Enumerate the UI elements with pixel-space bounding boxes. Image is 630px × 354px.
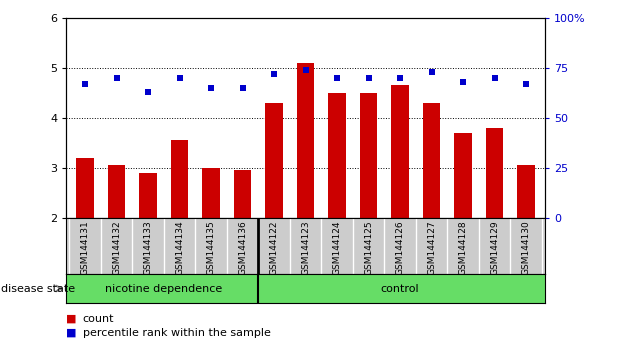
- Text: GSM144123: GSM144123: [301, 221, 310, 275]
- Bar: [486, 128, 503, 218]
- Text: GSM144131: GSM144131: [81, 221, 89, 275]
- Bar: [454, 133, 472, 218]
- Text: GSM144124: GSM144124: [333, 221, 341, 275]
- Text: disease state: disease state: [1, 284, 75, 293]
- Text: GSM144129: GSM144129: [490, 221, 499, 275]
- Bar: [171, 140, 188, 218]
- Text: GSM144130: GSM144130: [522, 221, 530, 275]
- Bar: [328, 93, 346, 218]
- Text: GSM144126: GSM144126: [396, 221, 404, 275]
- Bar: [76, 158, 94, 218]
- Bar: [234, 170, 251, 218]
- Text: GSM144136: GSM144136: [238, 221, 247, 275]
- Text: GSM144125: GSM144125: [364, 221, 373, 275]
- Bar: [517, 165, 535, 218]
- Bar: [391, 85, 409, 218]
- Text: GSM144122: GSM144122: [270, 221, 278, 275]
- Bar: [360, 93, 377, 218]
- Text: GSM144133: GSM144133: [144, 221, 152, 275]
- Bar: [265, 103, 283, 218]
- Text: nicotine dependence: nicotine dependence: [105, 284, 222, 293]
- Text: control: control: [381, 284, 420, 293]
- Bar: [139, 173, 157, 218]
- Text: GSM144134: GSM144134: [175, 221, 184, 275]
- Text: ■: ■: [66, 328, 77, 338]
- Bar: [108, 165, 125, 218]
- Bar: [423, 103, 440, 218]
- Bar: [297, 63, 314, 218]
- Text: ■: ■: [66, 314, 77, 324]
- Text: percentile rank within the sample: percentile rank within the sample: [83, 328, 270, 338]
- Bar: [202, 168, 220, 218]
- Text: count: count: [83, 314, 114, 324]
- Text: GSM144128: GSM144128: [459, 221, 467, 275]
- Text: GSM144135: GSM144135: [207, 221, 215, 275]
- Text: GSM144127: GSM144127: [427, 221, 436, 275]
- Text: GSM144132: GSM144132: [112, 221, 121, 275]
